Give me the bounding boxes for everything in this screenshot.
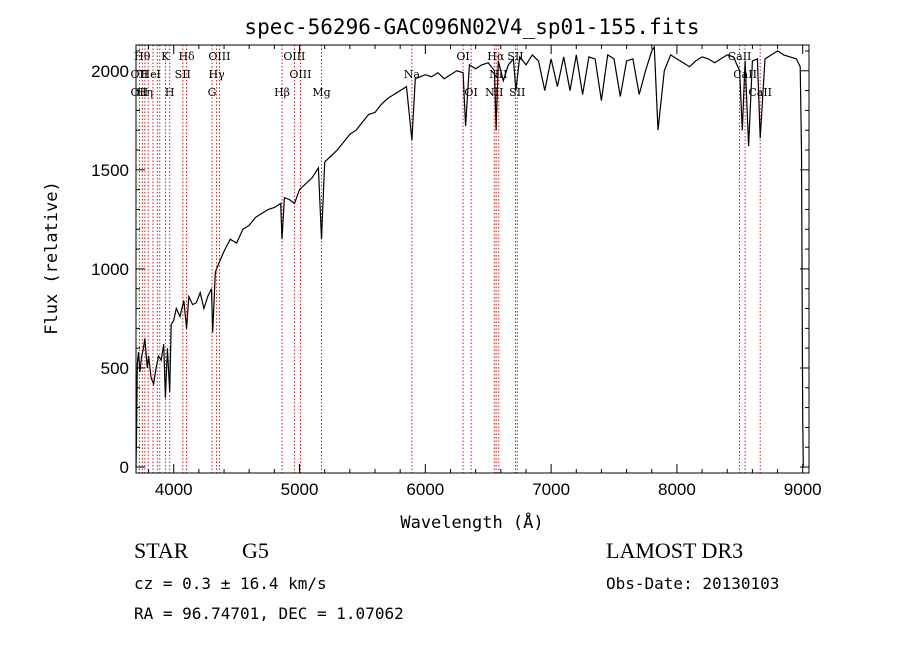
y-tick-label: 1500 [91,161,129,180]
line-label-18: OII [131,86,149,99]
y-tick-label: 1000 [91,260,129,279]
x-tick-label: 9000 [784,480,822,499]
line-label-6: Hα [487,50,505,63]
x-tick-label: 7000 [532,480,570,499]
survey-name: LAMOST DR3 [606,538,744,563]
y-tick-label: 0 [120,458,129,477]
y-axis-ticks: 0 500 1000 1500 2000 [91,50,809,477]
line-label-10: He [141,68,157,81]
spectrum-line [135,45,804,468]
line-label-14: OIII [289,68,311,81]
coordinates: RA = 96.74701, DEC = 1.07062 [134,604,404,623]
x-axis-label: Wavelength (Å) [400,511,543,533]
emission-line-markers [138,45,761,473]
line-label-1: K [161,50,170,63]
line-label-7: SII [507,50,523,63]
line-label-22: Hβ [274,86,290,99]
line-label-13: Hγ [209,68,226,81]
line-label-25: NII [485,86,503,99]
object-subclass: G5 [242,538,269,563]
line-label-23: Mg [312,86,330,99]
x-tick-label: 8000 [658,480,696,499]
chart-title: spec-56296-GAC096N02V4_sp01-155.fits [244,15,699,39]
line-label-24: OI [464,86,477,99]
line-label-2: Hδ [178,50,195,63]
line-label-11: I [156,68,160,81]
x-tick-label: 4000 [155,480,193,499]
line-label-21: G [208,86,217,99]
y-tick-label: 500 [101,359,129,378]
line-label-27: CaII [748,86,772,99]
object-class: STAR [134,538,189,563]
line-label-20: H [165,86,175,99]
observation-date: Obs-Date: 20130103 [606,574,780,593]
line-label-4: OIII [283,50,305,63]
line-label-26: SII [509,86,525,99]
x-tick-label: 6000 [406,480,444,499]
line-label-5: OI [456,50,469,63]
line-label-19: Hη [137,86,153,99]
x-tick-label: 5000 [281,480,319,499]
line-label-15: Na [404,68,421,81]
line-label-8: CaII [728,50,752,63]
line-label-12: SII [175,68,191,81]
redshift-value: cz = 0.3 ± 16.4 km/s [134,574,327,593]
x-axis-ticks: 4000 5000 6000 7000 8000 9000 [148,45,822,499]
plot-frame [135,44,810,474]
y-tick-label: 2000 [91,62,129,81]
line-label-0: Hθ [134,50,151,63]
line-label-3: OIII [208,50,230,63]
y-axis-label: Flux (relative) [42,181,62,335]
